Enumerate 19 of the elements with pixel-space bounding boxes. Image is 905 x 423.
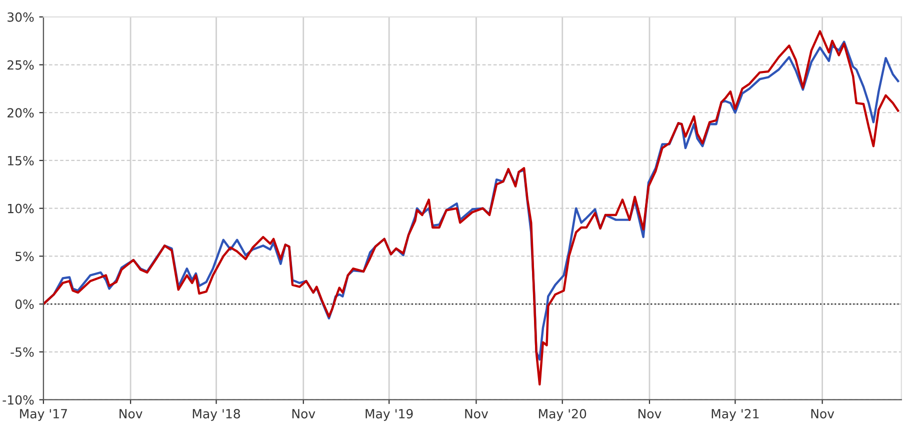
x-tick-label: Nov [120,409,142,418]
y-tick-label: -10% [2,395,34,405]
x-tick-label: May '17 [20,409,67,421]
x-tick-label: Nov [292,409,316,418]
x-tick-label: Nov [638,409,662,418]
x-tick-label: May '18 [192,408,240,421]
y-tick-label: 5% [16,252,34,262]
y-tick-label: 30% [8,12,34,22]
y-tick-label: 25% [8,60,34,70]
y-tick-label: 10% [8,204,34,214]
x-tick-label: Nov [811,409,834,418]
y-tick-label: -5% [10,347,34,357]
y-tick-label: 20% [8,108,34,118]
y-tick-label: 0% [15,300,34,309]
x-tick-label: May '19 [366,408,413,421]
x-tick-label: May '20 [539,408,586,421]
x-tick-label: May '21 [712,408,759,421]
y-tick-label: 15% [8,156,34,166]
x-tick-label: Nov [465,409,488,418]
